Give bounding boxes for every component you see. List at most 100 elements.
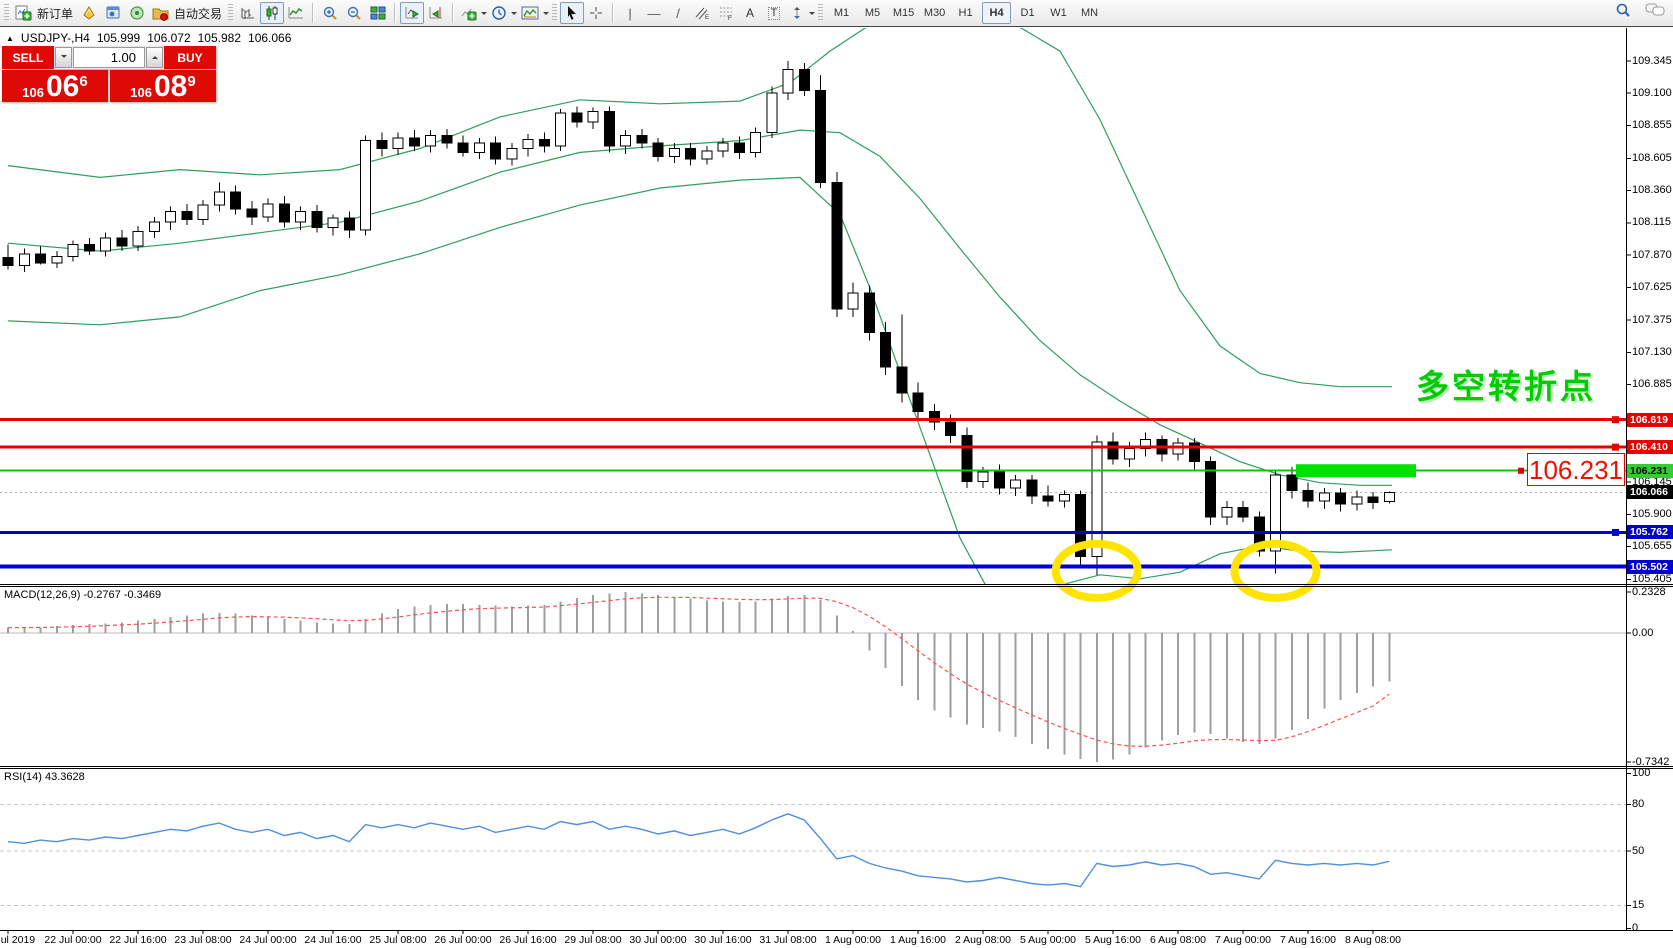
market-watch-icon <box>83 6 95 20</box>
trendline-tool-button[interactable]: / <box>666 2 690 24</box>
timeframe-h1-button[interactable]: H1 <box>958 7 973 19</box>
toolbar-separator <box>312 3 315 23</box>
toolbar-grip[interactable] <box>552 4 558 22</box>
timeframe-m1-button[interactable]: M1 <box>833 7 850 19</box>
candle-body <box>51 255 63 264</box>
toolbar-grip[interactable] <box>228 4 234 22</box>
time-axis-label: 31 Jul 08:00 <box>759 934 817 946</box>
turning-point-annotation[interactable]: 多空转折点 <box>1416 368 1596 405</box>
candle-body <box>473 142 485 153</box>
candle-body <box>148 221 160 232</box>
price-badge: 105.762 <box>1627 525 1673 540</box>
navigator-button[interactable] <box>125 2 149 24</box>
chart-shift-button[interactable] <box>424 2 448 24</box>
svg-text:F: F <box>728 16 732 21</box>
buy-price-display[interactable]: 106 08 9 <box>110 70 216 102</box>
data-window-button[interactable] <box>101 2 125 24</box>
candle-body <box>360 140 371 231</box>
time-axis-label: 30 Jul 00:00 <box>629 934 687 946</box>
candle-body <box>1237 507 1249 518</box>
market-watch-button[interactable] <box>77 2 101 24</box>
macd-pane <box>0 592 1626 763</box>
horizontal-line-tool-button[interactable]: — <box>642 2 666 24</box>
line-chart-button[interactable] <box>284 2 308 24</box>
candle-body <box>880 332 891 368</box>
line-chart-icon <box>288 7 304 19</box>
bar-chart-button[interactable] <box>236 2 260 24</box>
fibonacci-tool-button[interactable]: F <box>714 2 738 24</box>
templates-dropdown-caret[interactable] <box>543 12 550 18</box>
volume-decrease-button[interactable] <box>55 47 72 68</box>
timeframe-m5-button[interactable]: M5 <box>864 7 881 19</box>
price-tick-label: 108.855 <box>1632 118 1672 131</box>
candle-body <box>490 142 501 160</box>
time-axis-label: 26 Jul 00:00 <box>434 934 492 946</box>
vertical-line-icon: | <box>628 5 632 21</box>
candle-body <box>701 150 713 160</box>
equidistant-channel-icon: E <box>695 7 709 21</box>
indicators-dropdown-caret[interactable] <box>481 12 488 18</box>
text-label-tool-button[interactable]: T <box>762 2 786 24</box>
sell-price-display[interactable]: 106 06 6 <box>2 70 108 102</box>
candle-body <box>717 142 729 152</box>
price-callout-box[interactable]: 106.231 <box>1527 453 1625 486</box>
trendline-icon: / <box>676 5 680 21</box>
templates-button[interactable] <box>518 2 542 24</box>
equidistant-channel-tool-button[interactable]: E <box>690 2 714 24</box>
timeframe-m15-button[interactable]: M15 <box>892 7 915 19</box>
vertical-line-tool-button[interactable]: | <box>618 2 642 24</box>
zoom-out-button[interactable] <box>342 2 366 24</box>
indicators-button[interactable] <box>458 2 480 24</box>
candle-body <box>912 392 924 413</box>
volume-increase-button[interactable] <box>146 47 163 68</box>
candle-body <box>685 148 696 160</box>
ohlc-low: 105.982 <box>197 31 242 45</box>
search-icon[interactable] <box>1615 2 1631 18</box>
candlestick-chart-button[interactable] <box>260 2 285 24</box>
arrows-tool-button[interactable] <box>786 2 808 24</box>
crosshair-button[interactable] <box>584 2 608 24</box>
sell-button[interactable]: SELL <box>2 46 54 69</box>
horizontal-line-icon: — <box>647 5 661 21</box>
periods-dropdown-caret[interactable] <box>511 12 518 18</box>
tile-windows-button[interactable] <box>366 2 390 24</box>
timeframe-h4-button[interactable]: H4 <box>982 2 1012 24</box>
candle-body <box>457 142 469 153</box>
toolbar-grip[interactable] <box>818 4 824 22</box>
time-axis-label: 22 Jul 16:00 <box>109 934 167 946</box>
yellow-circle-annotation <box>1230 539 1321 602</box>
autotrading-label[interactable]: 自动交易 <box>174 6 223 21</box>
autotrading-button[interactable] <box>149 2 172 24</box>
timeframe-d1-button[interactable]: D1 <box>1020 7 1035 19</box>
buy-button[interactable]: BUY <box>164 46 216 69</box>
collapse-arrow-icon[interactable]: ▲ <box>6 33 14 43</box>
toolbar-separator <box>452 3 455 23</box>
candle-body <box>571 112 583 123</box>
candle-body <box>555 112 566 147</box>
candle-body <box>1188 442 1200 463</box>
candle-body <box>1286 474 1298 492</box>
candle-body <box>863 292 875 334</box>
auto-scroll-button[interactable] <box>400 2 425 24</box>
zoom-in-button[interactable] <box>318 2 342 24</box>
timeframe-mn-button[interactable]: MN <box>1080 7 1099 19</box>
toolbar-separator <box>394 3 397 23</box>
chat-icon[interactable] <box>1645 2 1665 18</box>
price-badge: 106.619 <box>1627 412 1673 427</box>
volume-input[interactable]: 1.00 <box>73 47 145 68</box>
price-tick-label: 107.130 <box>1632 345 1672 358</box>
timeframe-m30-button[interactable]: M30 <box>923 7 946 19</box>
toolbar-grip[interactable] <box>4 4 9 22</box>
arrows-dropdown-caret[interactable] <box>809 12 816 18</box>
price-tick-label: 105.655 <box>1632 540 1672 553</box>
new-order-label[interactable]: 新订单 <box>37 6 74 21</box>
candle-body <box>1270 474 1281 552</box>
new-order-button[interactable] <box>12 2 35 24</box>
text-tool-button[interactable]: A <box>738 2 762 24</box>
periods-button[interactable] <box>488 2 510 24</box>
timeframe-w1-button[interactable]: W1 <box>1050 7 1067 19</box>
cursor-button[interactable] <box>560 2 585 24</box>
ohlc-open: 105.999 <box>96 31 141 45</box>
